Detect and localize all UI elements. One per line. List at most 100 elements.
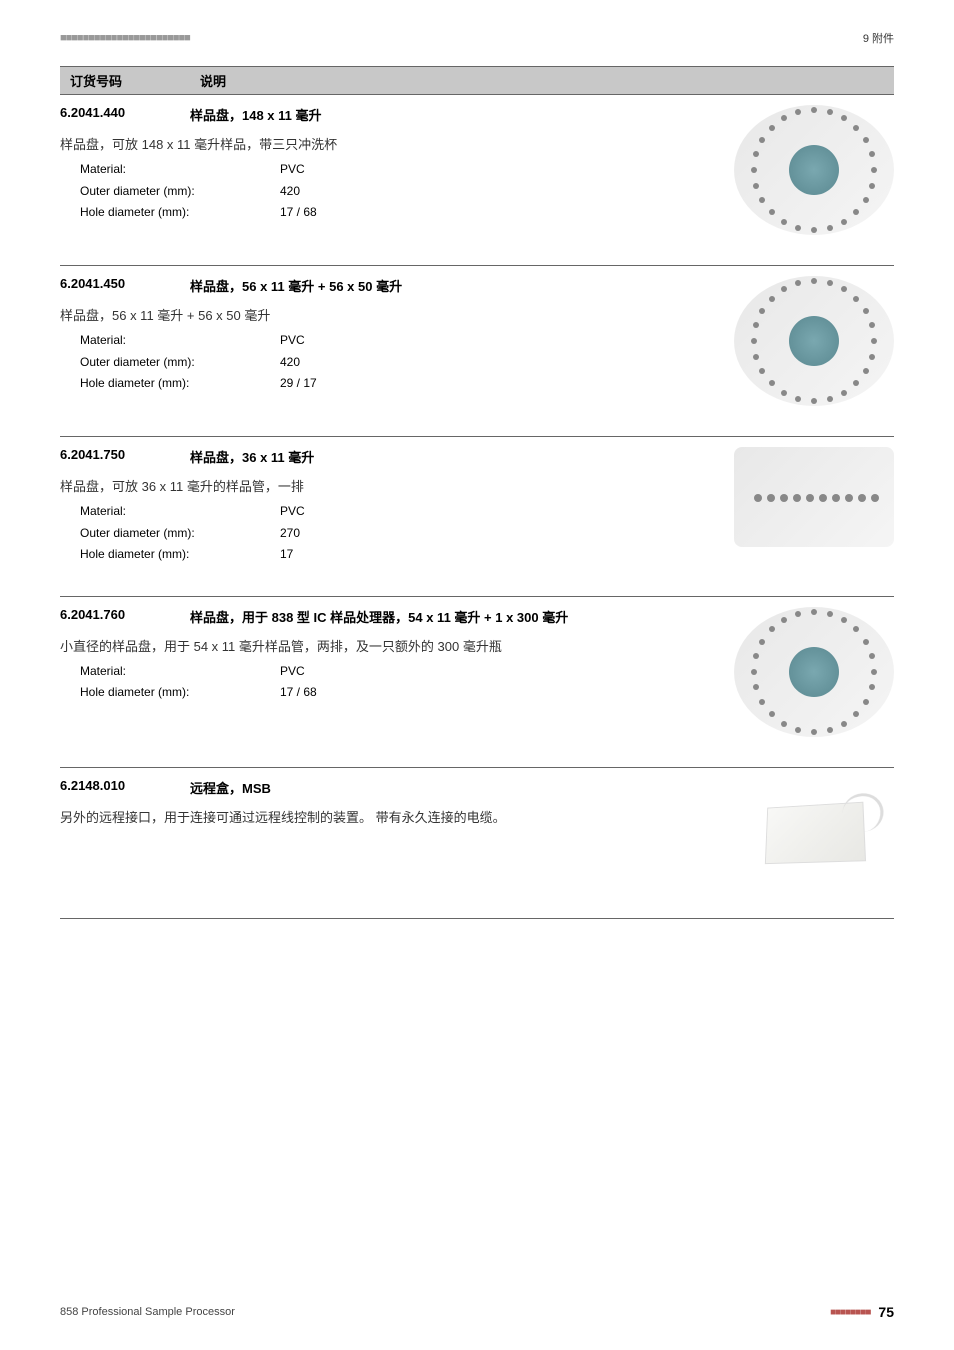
rack-hole-icon [869,653,875,659]
rack-hole-icon [751,669,757,675]
spec-value: 17 [280,544,714,566]
product-content: 6.2041.750样品盘，36 x 11 毫升样品盘，可放 36 x 11 毫… [60,447,714,566]
rack-hole-icon [806,494,814,502]
rack-center-icon [789,647,839,697]
rack-hole-icon [871,669,877,675]
spec-label: Material: [80,501,280,523]
rack-hole-icon [853,380,859,386]
rack-hole-icon [751,338,757,344]
rack-hole-icon [853,296,859,302]
rack-hole-icon [869,684,875,690]
rack-center-icon [789,316,839,366]
spec-label: Outer diameter (mm): [80,523,280,545]
rack-hole-icon [841,219,847,225]
rack-hole-icon [853,711,859,717]
rack-hole-icon [827,611,833,617]
rack-hole-icon [753,322,759,328]
spec-label: Hole diameter (mm): [80,202,280,224]
rack-hole-icon [827,109,833,115]
rack-hole-icon [753,653,759,659]
product-section: 6.2148.010远程盒，MSB另外的远程接口，用于连接可通过远程线控制的装置… [60,767,894,918]
rack-hole-icon [811,278,817,284]
product-description: 样品盘，可放 36 x 11 毫升的样品管，一排 [60,476,714,495]
rack-hole-icon [869,322,875,328]
rack-hole-icon [781,115,787,121]
rack-hole-icon [759,137,765,143]
spec-label: Outer diameter (mm): [80,352,280,374]
product-code: 6.2041.760 [60,607,190,626]
rack-hole-icon [753,183,759,189]
rack-hole-icon [795,727,801,733]
spec-row: Hole diameter (mm):17 / 68 [80,202,714,224]
spec-row: Outer diameter (mm):420 [80,181,714,203]
spec-label: Outer diameter (mm): [80,181,280,203]
rack-hole-icon [795,109,801,115]
rack-hole-icon [853,209,859,215]
rack-hole-icon [781,617,787,623]
rack-hole-icon [780,494,788,502]
footer-title: 858 Professional Sample Processor [60,1306,235,1318]
product-code: 6.2041.440 [60,105,190,124]
rack-hole-icon [795,280,801,286]
product-content: 6.2041.760样品盘，用于 838 型 IC 样品处理器，54 x 11 … [60,607,714,737]
rack-hole-icon [863,137,869,143]
rack-hole-icon [853,125,859,131]
product-image [734,276,894,406]
rack-hole-icon [759,308,765,314]
rack-hole-icon [869,151,875,157]
product-content: 6.2041.440样品盘，148 x 11 毫升样品盘，可放 148 x 11… [60,105,714,235]
rack-hole-icon [863,368,869,374]
header-section: 9 附件 [863,30,894,46]
rack-hole-icon [841,115,847,121]
footer-right: ■■■■■■■■ 75 [830,1304,894,1320]
product-description: 另外的远程接口，用于连接可通过远程线控制的装置。 带有永久连接的电缆。 [60,807,714,826]
rack-hole-icon [769,626,775,632]
rack-hole-icon [759,197,765,203]
product-title-row: 6.2041.440样品盘，148 x 11 毫升 [60,105,714,124]
product-code: 6.2041.450 [60,276,190,295]
rack-hole-icon [759,368,765,374]
product-section: 6.2041.440样品盘，148 x 11 毫升样品盘，可放 148 x 11… [60,94,894,265]
spec-row: Hole diameter (mm):17 [80,544,714,566]
rack-hole-icon [869,183,875,189]
spec-row: Outer diameter (mm):270 [80,523,714,545]
rack-hole-icon [841,617,847,623]
rack-hole-icon [795,225,801,231]
spec-row: Material:PVC [80,661,714,683]
rack-hole-icon [753,354,759,360]
spec-value: PVC [280,661,714,683]
product-name: 样品盘，用于 838 型 IC 样品处理器，54 x 11 毫升 + 1 x 3… [190,607,714,626]
spec-row: Hole diameter (mm):17 / 68 [80,682,714,704]
rack-hole-icon [795,396,801,402]
product-name: 远程盒，MSB [190,778,714,797]
rack-hole-icon [769,125,775,131]
rack-hole-icon [781,286,787,292]
rack-hole-icon [841,286,847,292]
rack-hole-icon [767,494,775,502]
rack-hole-icon [819,494,827,502]
spec-label: Material: [80,661,280,683]
spec-row: Hole diameter (mm):29 / 17 [80,373,714,395]
rack-hole-icon [811,609,817,615]
rack-hole-icon [769,296,775,302]
rack-hole-icon [769,209,775,215]
rack-hole-icon [871,494,879,502]
product-section: 6.2041.760样品盘，用于 838 型 IC 样品处理器，54 x 11 … [60,596,894,767]
product-content: 6.2041.450样品盘，56 x 11 毫升 + 56 x 50 毫升样品盘… [60,276,714,406]
table-header: 订货号码 说明 [60,66,894,94]
rack-hole-icon [863,699,869,705]
rack-hole-icon [832,494,840,502]
rack-hole-icon [841,721,847,727]
product-section: 6.2041.450样品盘，56 x 11 毫升 + 56 x 50 毫升样品盘… [60,265,894,436]
product-title-row: 6.2041.450样品盘，56 x 11 毫升 + 56 x 50 毫升 [60,276,714,295]
rack-hole-icon [811,398,817,404]
product-name: 样品盘，56 x 11 毫升 + 56 x 50 毫升 [190,276,714,295]
rack-hole-icon [845,494,853,502]
spec-value: PVC [280,159,714,181]
product-code: 6.2041.750 [60,447,190,466]
rack-hole-icon [811,729,817,735]
spec-row: Outer diameter (mm):420 [80,352,714,374]
rack-hole-icon [841,390,847,396]
rack-hole-icon [858,494,866,502]
rack-hole-icon [759,699,765,705]
